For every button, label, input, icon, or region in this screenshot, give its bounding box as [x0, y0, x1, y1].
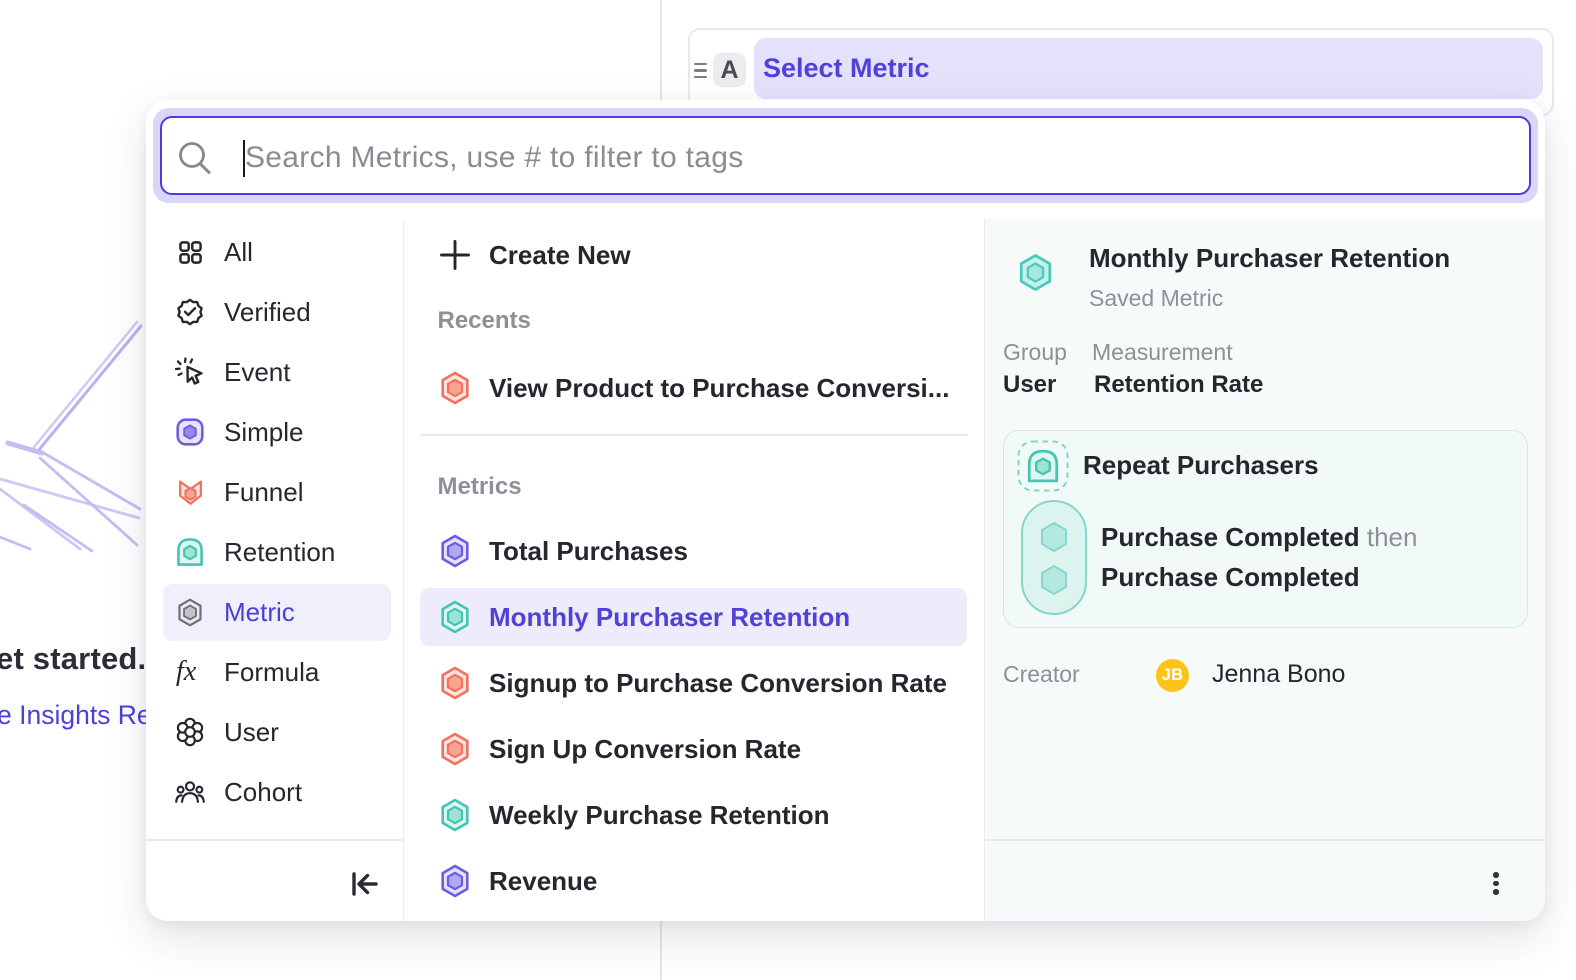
svg-text:fx: fx — [176, 656, 197, 687]
